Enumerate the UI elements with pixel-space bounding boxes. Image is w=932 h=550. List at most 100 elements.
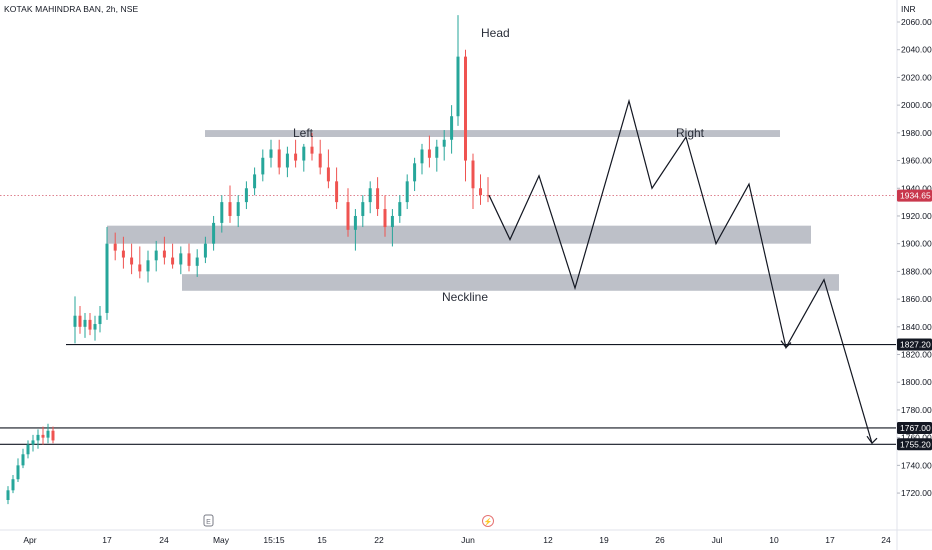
- projection-arrow-1: [780, 340, 792, 349]
- x-tick-label: 19: [599, 535, 609, 545]
- candle-body[interactable]: [51, 430, 55, 441]
- candle-body[interactable]: [6, 490, 10, 500]
- candle-body[interactable]: [195, 257, 199, 266]
- candle-body[interactable]: [450, 116, 454, 140]
- candle-body[interactable]: [335, 181, 339, 203]
- y-tick-label: 1880.00: [901, 266, 932, 276]
- candle-body[interactable]: [318, 153, 322, 168]
- candle-body[interactable]: [471, 160, 475, 189]
- candle-body[interactable]: [179, 253, 183, 265]
- x-tick-label: Jun: [461, 535, 475, 545]
- candle-body[interactable]: [353, 215, 357, 230]
- candle-body[interactable]: [146, 260, 150, 272]
- candle-body[interactable]: [486, 195, 490, 197]
- y-tick-label: 1980.00: [901, 128, 932, 138]
- candle-body[interactable]: [277, 149, 281, 168]
- y-tick-label: 2020.00: [901, 72, 932, 82]
- y-tick-label: 1820.00: [901, 350, 932, 360]
- candle-body[interactable]: [253, 174, 257, 189]
- candle-body[interactable]: [46, 430, 50, 438]
- candle-body[interactable]: [88, 319, 92, 330]
- upper-support-zone[interactable]: [107, 225, 811, 244]
- candle-body[interactable]: [398, 202, 402, 216]
- projection-path[interactable]: [488, 98, 873, 444]
- candle-body[interactable]: [203, 243, 207, 258]
- left-right-shoulder-zone[interactable]: [205, 130, 780, 137]
- x-tick-label: 15:15: [263, 535, 285, 545]
- candle-body[interactable]: [442, 139, 446, 147]
- y-tick-label: 1740.00: [901, 460, 932, 470]
- candle-body[interactable]: [78, 315, 82, 327]
- candle-body[interactable]: [361, 202, 365, 216]
- candle-body[interactable]: [212, 222, 216, 244]
- candle-body[interactable]: [162, 250, 166, 258]
- candle-body[interactable]: [41, 434, 45, 438]
- candle-body[interactable]: [228, 202, 232, 216]
- candle-body[interactable]: [113, 243, 117, 251]
- candle-body[interactable]: [420, 149, 424, 164]
- candle-body[interactable]: [171, 257, 175, 265]
- candle-body[interactable]: [244, 188, 248, 203]
- candle-body[interactable]: [346, 202, 350, 230]
- candle-body[interactable]: [138, 264, 142, 272]
- candle-body[interactable]: [427, 149, 431, 158]
- candle-body[interactable]: [83, 319, 87, 327]
- x-tick-label: 24: [159, 535, 169, 545]
- candle-body[interactable]: [105, 243, 109, 313]
- candle-body[interactable]: [383, 209, 387, 228]
- candle-body[interactable]: [26, 444, 30, 455]
- x-tick-label: 22: [374, 535, 384, 545]
- x-tick-label: 15: [317, 535, 327, 545]
- price-badge-text-current: 1934.65: [900, 191, 931, 201]
- candle-body[interactable]: [294, 153, 298, 161]
- candle-body[interactable]: [154, 250, 158, 261]
- price-badge-level-1767[interactable]: [897, 421, 932, 434]
- neckline-label: Neckline: [442, 290, 488, 304]
- candle-body[interactable]: [435, 146, 439, 158]
- candle-body[interactable]: [310, 146, 314, 154]
- candle-body[interactable]: [130, 257, 134, 265]
- candle-body[interactable]: [326, 167, 330, 182]
- candle-body[interactable]: [220, 202, 224, 223]
- candle-body[interactable]: [21, 454, 25, 466]
- candle-body[interactable]: [285, 153, 289, 168]
- candle-body[interactable]: [368, 188, 372, 203]
- candle-body[interactable]: [93, 324, 97, 330]
- candle-body[interactable]: [73, 315, 77, 327]
- candle-body[interactable]: [376, 188, 380, 210]
- earnings-event-icon[interactable]: [203, 514, 214, 527]
- candle-body[interactable]: [479, 188, 482, 196]
- candle-body[interactable]: [187, 253, 191, 266]
- candle-body[interactable]: [269, 149, 273, 158]
- candle-body[interactable]: [302, 146, 306, 161]
- candle-body[interactable]: [11, 479, 15, 491]
- candle-body[interactable]: [121, 250, 125, 258]
- y-tick-label: 1800.00: [901, 377, 932, 387]
- y-tick-label: 2000.00: [901, 100, 932, 110]
- dividend-event-icon[interactable]: [482, 515, 494, 527]
- candle-body[interactable]: [413, 163, 417, 182]
- candle-body[interactable]: [236, 202, 240, 216]
- price-badge-level-1755[interactable]: [897, 438, 932, 451]
- candle-body[interactable]: [261, 157, 265, 175]
- candle-body[interactable]: [405, 181, 409, 203]
- projection-arrow-2: [866, 435, 878, 445]
- y-tick-label: 1760.00: [901, 433, 932, 443]
- neckline-zone[interactable]: [182, 274, 839, 291]
- x-tick-label: Apr: [23, 535, 36, 545]
- candle-body[interactable]: [464, 56, 467, 161]
- candle-body[interactable]: [456, 56, 460, 117]
- candle-body[interactable]: [36, 434, 40, 441]
- candle-body[interactable]: [16, 465, 20, 480]
- y-tick-label: 1780.00: [901, 405, 932, 415]
- candle-body[interactable]: [98, 315, 102, 325]
- candle-body[interactable]: [390, 215, 394, 228]
- earnings-event-glyph: E: [206, 519, 211, 526]
- candle-body[interactable]: [31, 440, 35, 445]
- price-badge-current[interactable]: [897, 189, 932, 202]
- price-badge-level-1827[interactable]: [897, 338, 932, 351]
- y-tick-label: 1960.00: [901, 156, 932, 166]
- y-tick-label: 1920.00: [901, 211, 932, 221]
